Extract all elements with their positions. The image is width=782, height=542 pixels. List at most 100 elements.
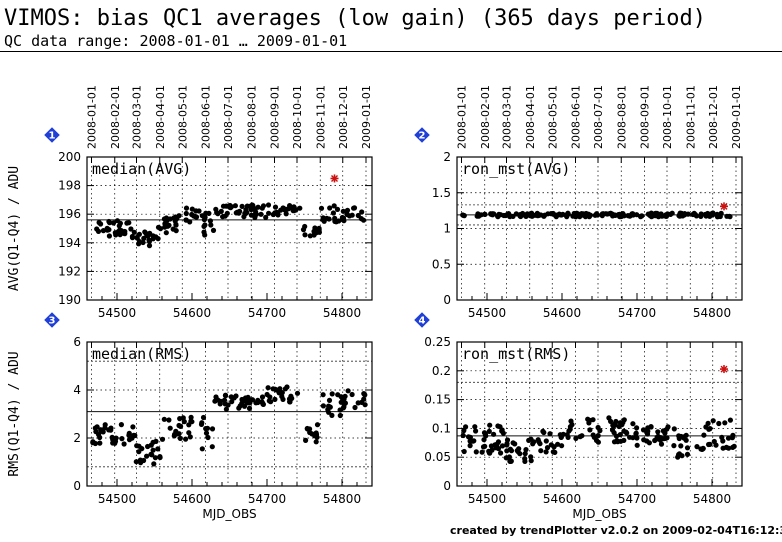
y-tick-label: 200 (58, 150, 81, 164)
date-label: 2008-12-01 (337, 85, 350, 149)
data-point (150, 447, 156, 453)
data-point (722, 420, 728, 426)
data-point (151, 461, 157, 467)
data-point (326, 403, 332, 409)
y-axis-label: AVG(Q1-Q4) / ADU (7, 166, 22, 291)
data-point (202, 232, 208, 238)
data-point (113, 435, 119, 441)
data-point (92, 440, 98, 447)
data-point (183, 205, 190, 211)
data-point (610, 423, 616, 429)
badge-number: 3 (49, 316, 56, 327)
data-point (311, 228, 317, 234)
data-point (144, 233, 150, 239)
panel-number-badge: 2 (414, 127, 430, 143)
data-point (245, 394, 251, 400)
y-tick-label: 0 (73, 479, 81, 493)
data-point (332, 218, 338, 224)
data-point (476, 213, 482, 219)
panel-4: 54500 54600 54700 54800 0 0.05 0.1 0.15 0.2 0.25 r… (414, 312, 743, 521)
data-point (522, 456, 528, 462)
data-point (634, 435, 640, 441)
data-point (229, 399, 235, 405)
data-point (362, 392, 368, 398)
data-point (164, 218, 170, 224)
data-point (231, 395, 237, 401)
data-point (95, 228, 102, 234)
data-point (504, 448, 510, 454)
data-point (349, 212, 355, 218)
data-point (512, 441, 518, 447)
data-point (237, 208, 243, 214)
data-point (117, 229, 123, 235)
data-point (706, 441, 712, 448)
data-point (208, 222, 214, 228)
x-tick-label: 54800 (323, 492, 361, 506)
data-point (708, 211, 714, 217)
data-point (580, 212, 586, 218)
data-point (557, 212, 564, 218)
data-point (498, 450, 504, 456)
data-point (560, 431, 566, 437)
data-point (491, 431, 497, 437)
data-point (703, 424, 709, 430)
data-point (638, 213, 644, 219)
data-point (604, 211, 610, 217)
date-label: 2008-06-01 (570, 85, 583, 149)
y-tick-label: 198 (58, 179, 81, 193)
data-point (173, 222, 179, 228)
data-point (634, 425, 640, 431)
data-point (538, 448, 544, 454)
data-point (204, 425, 211, 431)
data-point (684, 445, 691, 451)
date-label: 2008-04-01 (524, 85, 537, 149)
data-point (122, 228, 128, 235)
data-point (678, 443, 684, 449)
data-point (132, 432, 138, 439)
data-point (665, 211, 671, 217)
data-point (615, 439, 621, 445)
data-point (658, 441, 665, 447)
data-point (304, 426, 310, 432)
data-point (119, 436, 125, 442)
data-point (171, 433, 177, 439)
data-point (98, 427, 104, 433)
data-point (183, 436, 189, 442)
y-tick-label: 0 (443, 479, 451, 493)
data-point (507, 458, 513, 464)
data-point (506, 454, 512, 460)
plot-frame (456, 341, 743, 487)
data-point (188, 418, 194, 424)
data-point (236, 405, 242, 411)
data-point (265, 202, 272, 208)
panel-2: 54500 54600 54700 54800 0 0.5 1 1.5 2 ron_mst(AVG… (414, 85, 743, 320)
data-point (287, 399, 293, 405)
data-point (228, 204, 235, 210)
data-point (341, 404, 347, 410)
data-point (218, 398, 224, 404)
data-point (275, 212, 281, 218)
data-point (102, 425, 108, 431)
data-point (293, 207, 299, 213)
x-tick-label: 54500 (98, 306, 136, 320)
y-tick-label: 4 (73, 383, 81, 397)
data-point (676, 433, 682, 439)
data-point (467, 443, 473, 449)
data-point (252, 212, 258, 218)
x-tick-label: 54600 (173, 492, 211, 506)
data-point (134, 234, 140, 241)
data-point (253, 400, 259, 406)
data-point (126, 432, 132, 438)
data-point (232, 203, 238, 209)
date-label: 2008-07-01 (592, 85, 605, 149)
x-tick-label: 54800 (693, 306, 731, 320)
date-label: 2008-09-01 (269, 85, 282, 149)
data-point (212, 398, 218, 404)
data-point (241, 403, 248, 409)
data-point (161, 416, 167, 422)
data-point (166, 417, 172, 423)
data-point (727, 417, 734, 423)
data-point (133, 459, 139, 465)
data-point (640, 427, 647, 433)
data-point (541, 429, 547, 436)
